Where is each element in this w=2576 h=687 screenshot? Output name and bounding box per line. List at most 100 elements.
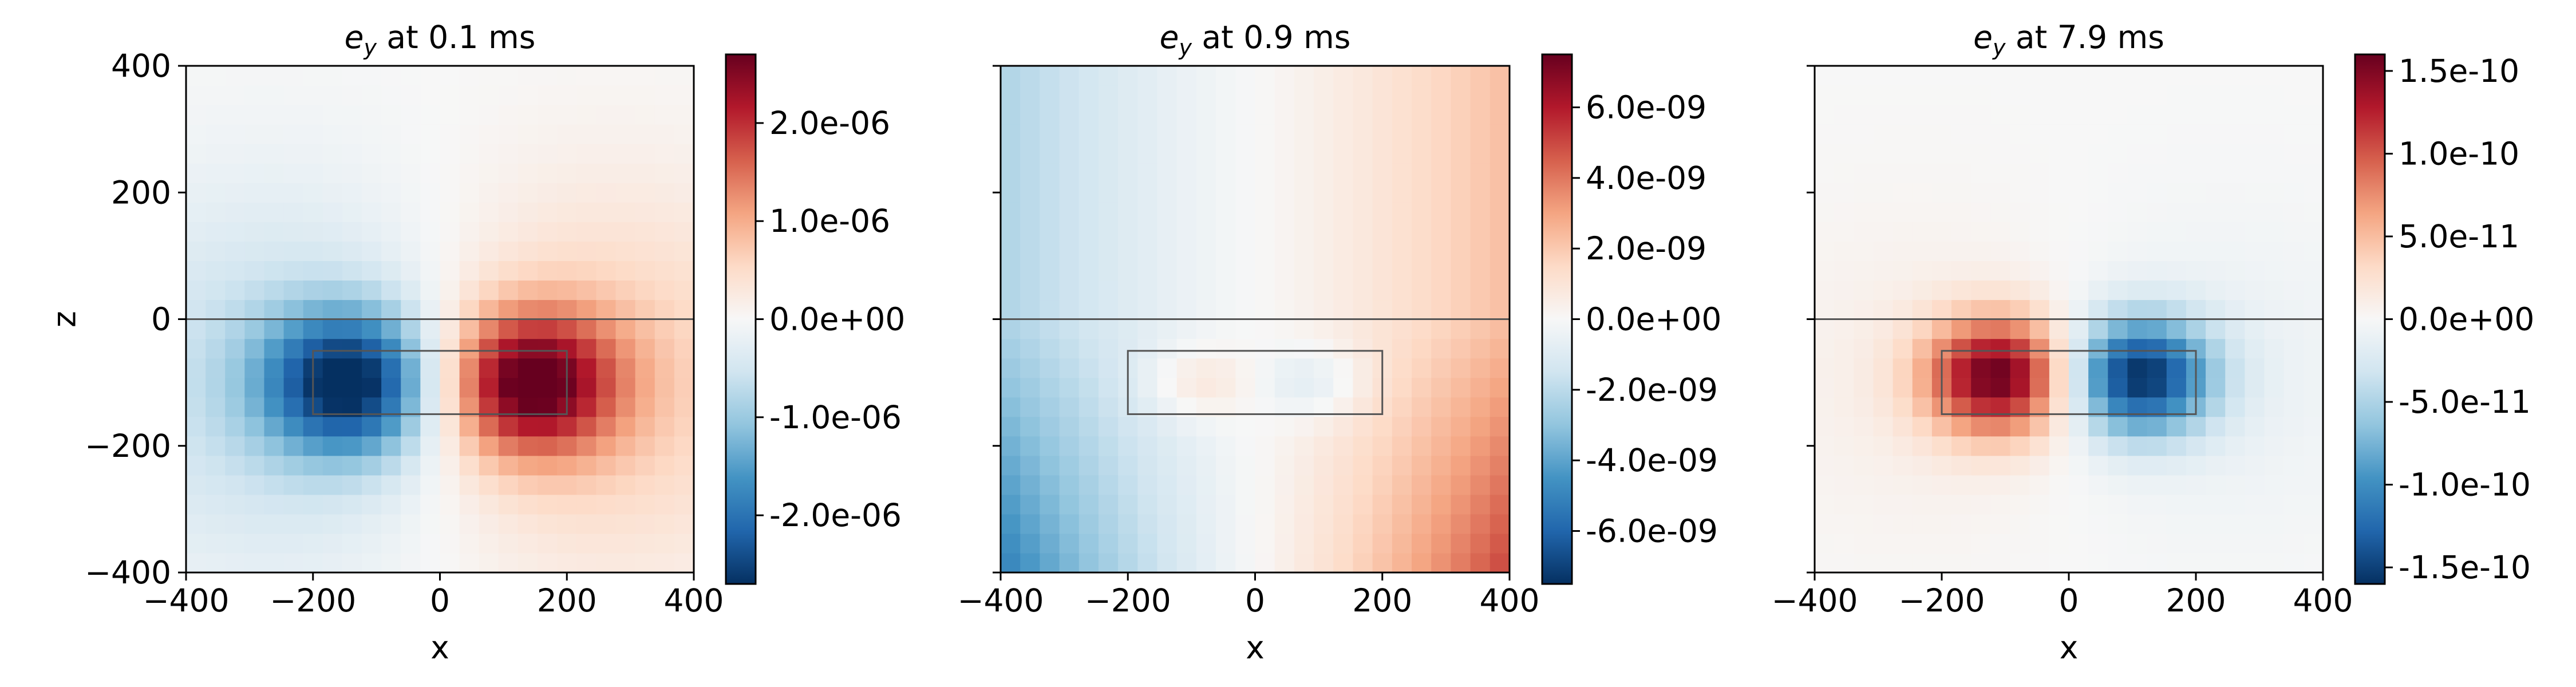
heatmap-cell [1451,144,1471,164]
heatmap-cell [654,299,675,320]
heatmap-cell [517,358,538,378]
heatmap-cell [264,202,285,222]
heatmap-cell [1157,299,1178,320]
heatmap-cell [1137,514,1158,534]
heatmap-cell [303,260,323,281]
heatmap-cell [2206,514,2226,534]
heatmap-cell [2127,260,2148,281]
heatmap-cell [557,475,577,495]
heatmap-cell [479,66,499,86]
heatmap-cell [538,455,558,476]
heatmap-cell [1216,260,1236,281]
heatmap-cell [1451,124,1471,144]
heatmap-cell [2088,260,2108,281]
heatmap-cell [1216,163,1236,183]
heatmap-cell [1020,222,1040,242]
heatmap-cell [2245,144,2265,164]
heatmap-cell [576,533,597,554]
heatmap-cell [1470,514,1491,534]
heatmap-cell [206,436,226,456]
heatmap-cell [674,475,694,495]
heatmap-cell [2166,66,2187,86]
heatmap-cell [206,163,226,183]
heatmap-cell [206,338,226,359]
heatmap-cell [1235,455,1256,476]
heatmap-cell [1157,514,1178,534]
heatmap-cell [1412,338,1432,359]
heatmap-cell [440,144,460,164]
heatmap-cell [1235,416,1256,437]
heatmap-cell [1001,280,1021,301]
heatmap-cell [1470,416,1491,437]
heatmap-cell [420,533,441,554]
heatmap-cell [1470,552,1491,573]
heatmap-cell [2206,397,2226,417]
heatmap-cell [498,377,519,398]
heatmap-cell [2010,183,2030,203]
heatmap-cell [2166,222,2187,242]
heatmap-cell [1137,183,1158,203]
heatmap-cell [283,222,304,242]
panel-title: ey at 7.9 ms [1973,19,2164,60]
heatmap-cell [362,241,382,261]
heatmap-cell [2069,416,2089,437]
heatmap-cell [1314,377,1334,398]
heatmap-cell [1470,455,1491,476]
heatmap-cell [2264,514,2285,534]
heatmap-cell [1451,436,1471,456]
heatmap-cell [342,416,362,437]
heatmap-cell [264,105,285,125]
heatmap-cell [2127,358,2148,378]
heatmap-cell [1893,533,1913,554]
heatmap-cell [1040,319,1060,339]
heatmap-cell [1990,552,2011,573]
heatmap-cell [186,124,206,144]
heatmap-cell [2147,144,2167,164]
heatmap-cell [498,319,519,339]
heatmap-cell [2147,183,2167,203]
heatmap-cell [2108,436,2128,456]
heatmap-cell [2303,241,2324,261]
heatmap-cell [1255,183,1275,203]
heatmap-cell [1118,436,1138,456]
heatmap-cell [1392,416,1412,437]
heatmap-cell [1490,280,1510,301]
heatmap-cell [322,358,343,378]
heatmap-cell [674,280,694,301]
heatmap-cell [186,455,206,476]
heatmap-cell [420,514,441,534]
heatmap-cell [2264,552,2285,573]
heatmap-cell [1137,280,1158,301]
heatmap-cell [538,163,558,183]
heatmap-cell [1431,533,1452,554]
heatmap-cell [1893,436,1913,456]
heatmap-cell [1431,144,1452,164]
heatmap-cell [1854,475,1874,495]
heatmap-cell [440,280,460,301]
heatmap-cells [1001,66,1510,573]
heatmap-cell [1059,475,1080,495]
heatmap-cell [244,124,265,144]
heatmap-cell [1137,299,1158,320]
heatmap-cell [1990,124,2011,144]
heatmap-cell [1815,260,1835,281]
heatmap-cell [440,475,460,495]
heatmap-cell [420,222,441,242]
heatmap-cell [538,183,558,203]
heatmap-cell [1078,533,1099,554]
heatmap-cell [440,202,460,222]
colorbar-tick-label: -1.0e-06 [769,399,902,436]
heatmap-cell [479,144,499,164]
heatmap-cell [420,105,441,125]
heatmap-cell [2186,124,2206,144]
heatmap-cell [2264,202,2285,222]
heatmap-cell [2029,436,2050,456]
heatmap-cell [381,299,401,320]
heatmap-cell [1020,85,1040,105]
heatmap-cell [1431,475,1452,495]
heatmap-cell [1216,202,1236,222]
heatmap-cell [2108,455,2128,476]
heatmap-cell [1216,338,1236,359]
heatmap-cell [2264,144,2285,164]
heatmap-cell [1078,338,1099,359]
